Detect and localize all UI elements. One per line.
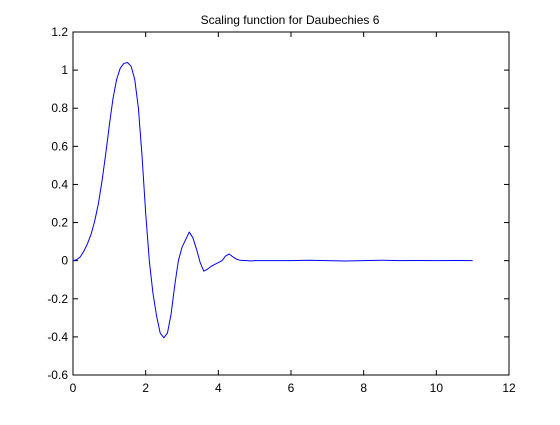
y-tick-label: 0.6 [51,139,68,153]
y-tick-label: 1.2 [51,25,68,39]
y-tick-label: 1 [61,63,68,77]
series-group [72,61,473,339]
y-tick-label: 0 [61,254,68,268]
y-tick-label: 0.2 [51,216,68,230]
y-tick-label: 0.4 [51,177,68,191]
series-line [72,61,473,339]
chart-title: Scaling function for Daubechies 6 [201,13,380,27]
x-tick-label: 4 [215,381,222,395]
x-axis-ticks: 0 2 4 6 8 10 12 [70,32,516,395]
x-tick-label: 10 [430,381,444,395]
y-tick-label: -0.2 [47,292,68,306]
x-tick-label: 12 [502,381,516,395]
x-tick-label: 2 [142,381,149,395]
y-axis-ticks: -0.6 -0.4 -0.2 0 0.2 0.4 0.6 0.8 1 1.2 [47,25,509,382]
y-tick-label: -0.6 [47,368,68,382]
x-tick-label: 8 [360,381,367,395]
x-tick-label: 0 [70,381,77,395]
x-tick-label: 6 [288,381,295,395]
y-tick-label: -0.4 [47,330,68,344]
y-tick-label: 0.8 [51,101,68,115]
axes-box [72,31,510,376]
